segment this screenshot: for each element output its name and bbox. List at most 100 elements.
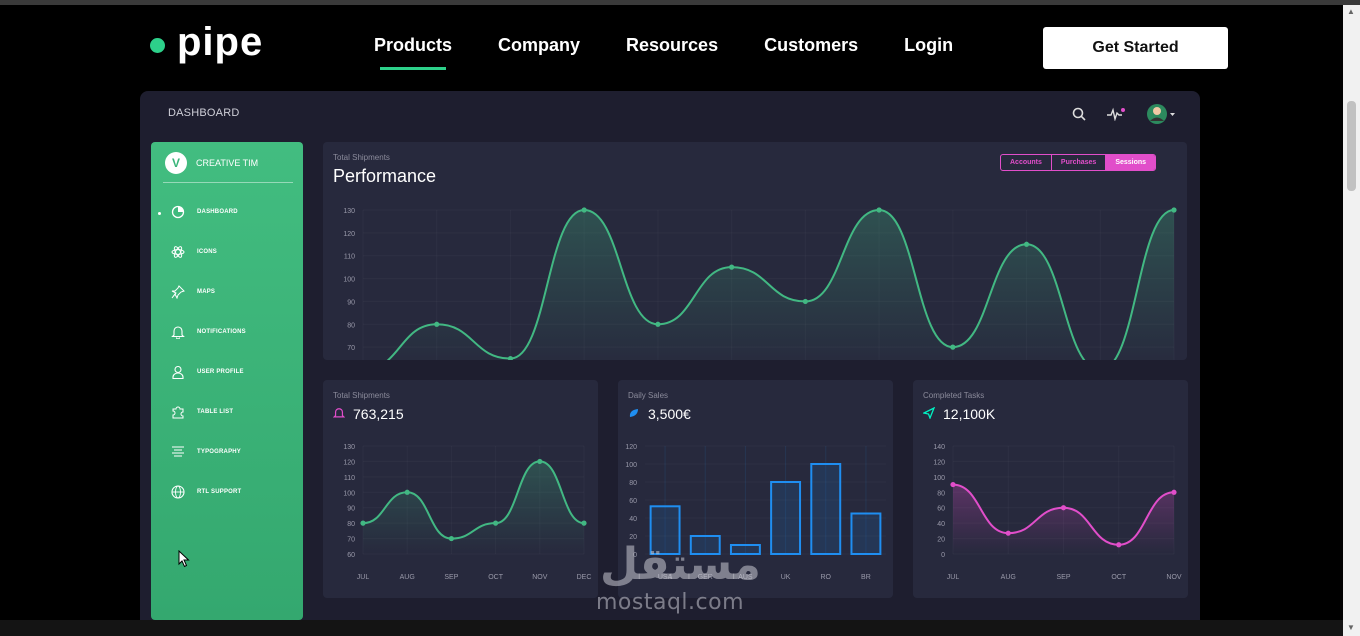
nav-item-company[interactable]: Company [498,35,581,55]
x-tick-label: USA [658,574,673,581]
watermark-arabic: مستقل [600,539,761,590]
y-tick-label: 20 [629,534,637,541]
pin-icon [171,285,185,300]
y-tick-label: 110 [344,475,355,482]
get-started-button[interactable]: Get Started [1043,27,1228,69]
data-point [581,520,587,526]
data-point [1171,207,1177,213]
y-tick-label: 80 [629,480,637,487]
y-tick-label: 120 [343,459,355,466]
sidebar-item-typography[interactable]: TYPOGRAPHY [171,445,241,459]
y-tick-label: 140 [933,444,945,451]
data-point [1005,530,1011,536]
x-tick-label: RO [821,574,832,581]
search-icon[interactable] [1072,107,1086,126]
y-tick-label: 60 [937,506,945,513]
performance-card: Total Shipments Performance Accounts Pur… [323,142,1187,360]
bar [729,544,761,555]
x-tick-label: BR [861,574,871,581]
puzzle-icon [171,405,185,419]
tab-accounts[interactable]: Accounts [1001,155,1052,170]
x-tick-label: NOV [532,574,548,581]
sidebar-divider [163,182,293,183]
active-indicator [158,212,161,215]
logo[interactable]: pipe [150,20,263,65]
globe-icon [171,485,185,499]
y-tick-label: 80 [347,322,355,329]
nav-item-customers[interactable]: Customers [764,35,859,55]
tab-purchases[interactable]: Purchases [1052,155,1107,170]
sidebar-item-icons[interactable]: ICONS [171,245,217,259]
y-tick-label: 20 [937,537,945,544]
tasks-chart: 0 20 40 60 80 100 120 140 JUL AUG SEP OCT NOV [933,444,1182,581]
x-tick-label: UK [781,574,791,581]
sidebar-item-notifications[interactable]: NOTIFICATIONS [171,325,246,340]
x-tick-label: NOV [1166,574,1182,581]
y-tick-label: 40 [937,521,945,528]
mouse-cursor-icon [178,549,190,573]
y-tick-label: 70 [347,345,355,352]
mostaql-watermark: مستقل mostaql.com [596,539,761,616]
tab-sessions[interactable]: Sessions [1106,155,1156,170]
sales-subtitle: Daily Sales [628,391,669,400]
shipments-subtitle: Total Shipments [333,391,390,400]
tasks-value-row: 12,100K [922,406,995,422]
bell-icon [171,325,185,340]
x-tick-label: SEP [444,574,458,581]
y-tick-label: 100 [933,475,945,482]
x-tick-label: AUS [738,574,753,581]
y-tick-label: 80 [937,490,945,497]
nav-item-login[interactable]: Login [904,35,954,55]
data-point [1023,241,1030,247]
scroll-down-icon[interactable]: ▼ [1347,623,1355,632]
data-point [434,321,440,327]
user-icon [171,365,185,380]
data-point [1171,489,1177,495]
y-tick-label: 90 [347,506,355,513]
total-shipments-card: Total Shipments 763,215 60 70 80 90 100 110 12… [323,380,598,598]
nav-item-products[interactable]: Products [374,35,453,70]
sidebar-brand[interactable]: V CREATIVE TIM [165,152,258,174]
sidebar: V CREATIVE TIM DASHBOARD ICONS MAPS NOTI… [151,142,303,620]
y-tick-label: 100 [625,462,637,469]
sidebar-item-table-list[interactable]: TABLE LIST [171,405,233,419]
tasks-subtitle: Completed Tasks [923,391,985,400]
data-point [507,355,514,360]
dashboard-title: DASHBOARD [168,107,240,119]
shipments-value-row: 763,215 [332,406,404,422]
y-tick-label: 120 [933,459,945,466]
sidebar-item-user-profile[interactable]: USER PROFILE [171,365,244,380]
y-tick-label: 130 [343,208,355,215]
shipments-value: 763,215 [353,406,404,422]
nav-item-resources[interactable]: Resources [626,35,719,55]
sales-value: 3,500€ [648,406,691,422]
data-point [950,344,956,350]
brand-name: CREATIVE TIM [196,158,259,168]
page-scrollbar[interactable]: ▲ ▼ [1343,5,1360,636]
x-tick-label: AUG [400,574,415,581]
vue-logo-icon: V [165,152,187,174]
scroll-up-icon[interactable]: ▲ [1347,7,1355,16]
data-point [876,207,882,213]
send-icon [922,406,936,422]
data-point [1060,505,1067,511]
y-tick-label: 90 [347,299,355,306]
performance-tabs: Accounts Purchases Sessions [1000,154,1157,171]
bar [810,463,842,555]
scrollbar-thumb[interactable] [1347,101,1356,191]
sidebar-item-maps[interactable]: MAPS [171,285,215,300]
activity-icon[interactable] [1106,107,1126,126]
series-line [386,208,1175,360]
atom-icon [171,245,185,259]
performance-chart: 60708090100110120130JANFEBMARAPRMAYJUNJU… [343,207,1177,360]
area-fill [953,484,1174,554]
sidebar-item-rtl-support[interactable]: RTL SUPPORT [171,485,241,499]
watermark-latin: mostaql.com [596,590,745,615]
logo-dot-icon [150,38,165,53]
sidebar-item-dashboard[interactable]: DASHBOARD [171,205,238,219]
x-tick-label: JUL [947,574,960,581]
avatar[interactable] [1146,103,1176,130]
performance-subtitle: Total Shipments [333,153,390,162]
y-tick-label: 130 [343,444,355,451]
y-tick-label: 100 [343,490,355,497]
